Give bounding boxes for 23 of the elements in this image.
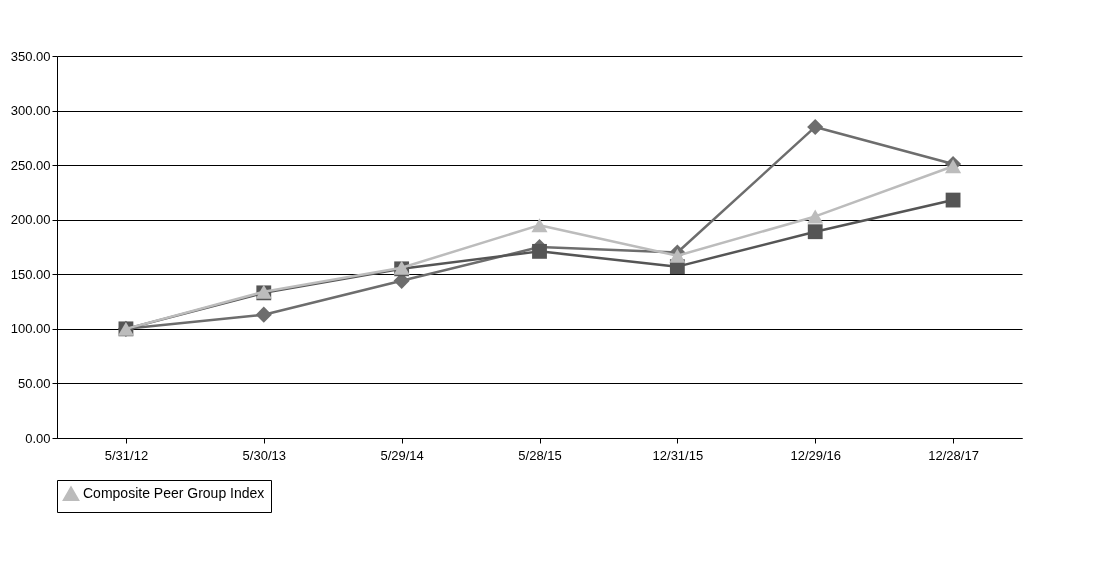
- x-tick-label: 5/29/14: [380, 447, 424, 463]
- x-tick-label: 5/31/12: [104, 447, 149, 463]
- point: [807, 118, 824, 135]
- x-tick-label: 12/28/17: [928, 447, 979, 463]
- point: [807, 209, 824, 224]
- y-tick-label: 0.00: [25, 430, 51, 446]
- y-tick-label: 50.00: [17, 375, 51, 391]
- y-tick-label: 200.00: [10, 212, 51, 228]
- point: [255, 306, 272, 323]
- x-tick-label: 12/31/15: [652, 447, 704, 463]
- point: [532, 243, 547, 259]
- point: [807, 224, 823, 240]
- x-tick-label: 5/28/15: [518, 447, 562, 463]
- x-tick-label: 5/30/13: [242, 447, 286, 463]
- x-tick-label: 12/29/16: [790, 447, 842, 463]
- point: [531, 218, 548, 233]
- y-tick-label: 150.00: [10, 266, 51, 282]
- y-tick-label: 100.00: [10, 321, 51, 337]
- point: [669, 248, 686, 263]
- y-tick-label: 250.00: [10, 157, 51, 173]
- y-tick-label: 350.00: [10, 48, 51, 64]
- legend-label: Composite Peer Group Index: [83, 485, 265, 501]
- y-tick-label: 300.00: [10, 103, 51, 119]
